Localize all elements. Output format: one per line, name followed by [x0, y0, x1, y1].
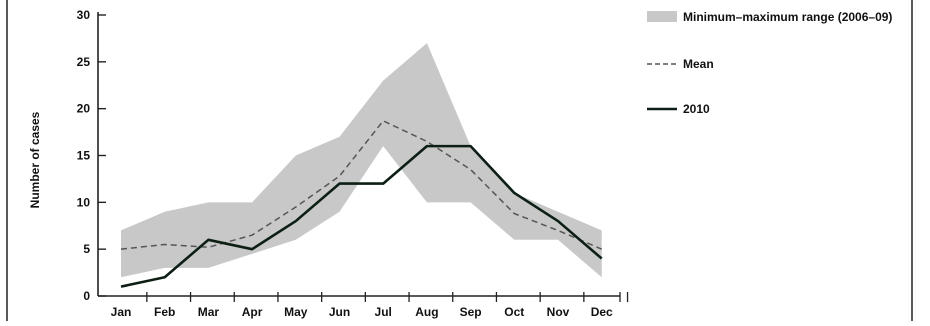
y-tick-label: 5 [83, 242, 90, 256]
y-tick-label: 25 [77, 55, 91, 69]
y-tick-label: 10 [77, 195, 91, 209]
x-tick-label: Jun [329, 305, 350, 319]
range-band [121, 43, 602, 277]
legend-label-range: Minimum–maximum range (2006–09) [683, 10, 892, 24]
x-tick-label: May [284, 305, 308, 319]
y-tick-label: 30 [77, 8, 91, 22]
x-tick-label: Mar [198, 305, 220, 319]
x-tick-label: Oct [504, 305, 524, 319]
legend: Minimum–maximum range (2006–09) Mean 201… [647, 10, 892, 116]
x-tick-label: Sep [460, 305, 482, 319]
plot-area [121, 43, 602, 287]
x-tick-label: Jan [111, 305, 132, 319]
legend-label-mean: Mean [683, 57, 714, 71]
x-tick-label: Nov [547, 305, 570, 319]
x-tick-label: Dec [591, 305, 613, 319]
y-tick-label: 20 [77, 102, 91, 116]
legend-label-2010: 2010 [683, 102, 710, 116]
y-tick-label: 0 [83, 289, 90, 303]
legend-swatch-range [647, 11, 677, 22]
x-tick-label: Jul [375, 305, 392, 319]
x-tick-label: Apr [242, 305, 263, 319]
x-tick-label: Feb [154, 305, 175, 319]
x-tick-label: Aug [415, 305, 438, 319]
y-tick-label: 15 [77, 149, 91, 163]
y-axis-title: Number of cases [28, 111, 42, 208]
